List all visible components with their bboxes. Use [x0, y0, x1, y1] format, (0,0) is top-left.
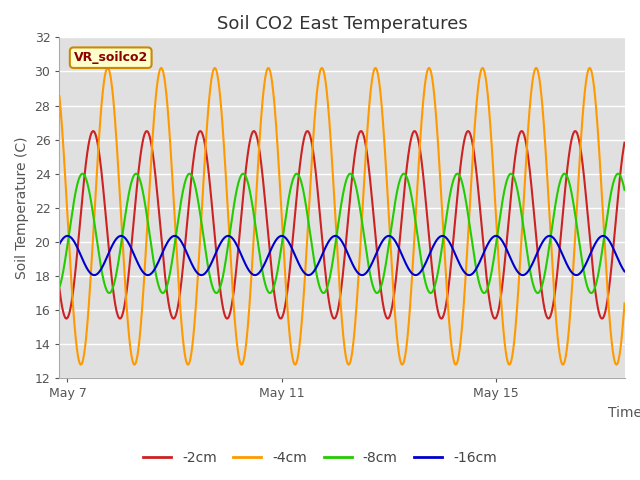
Title: Soil CO2 East Temperatures: Soil CO2 East Temperatures	[216, 15, 467, 33]
Y-axis label: Soil Temperature (C): Soil Temperature (C)	[15, 136, 29, 279]
Legend: -2cm, -4cm, -8cm, -16cm: -2cm, -4cm, -8cm, -16cm	[138, 445, 502, 471]
Text: VR_soilco2: VR_soilco2	[74, 51, 148, 64]
X-axis label: Time: Time	[607, 406, 640, 420]
